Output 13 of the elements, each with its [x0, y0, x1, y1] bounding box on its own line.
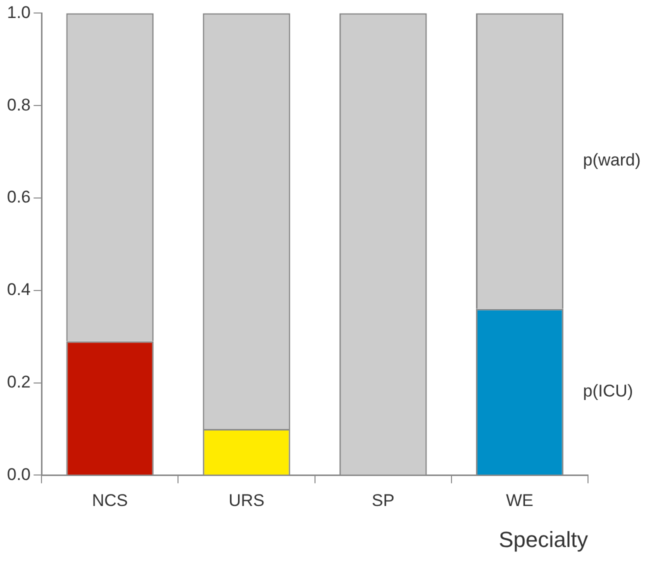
y-tick-label: 0.0 [6, 464, 31, 484]
x-tick-label: SP [372, 491, 394, 510]
series-label: p(ward) [583, 150, 641, 170]
y-tick-label: 0.6 [6, 188, 31, 207]
series-label: p(ICU) [583, 381, 634, 400]
x-tick-label: URS [228, 491, 264, 510]
y-tick-label: 1.0 [6, 2, 31, 22]
x-tick-label: NCS [92, 491, 128, 510]
x-tick-label: WE [506, 491, 534, 510]
y-tick-label: 0.2 [6, 372, 31, 392]
y-tick-label: 0.4 [6, 280, 31, 300]
x-axis-title: Specialty [498, 526, 588, 552]
y-tick-label: 0.8 [6, 95, 31, 114]
